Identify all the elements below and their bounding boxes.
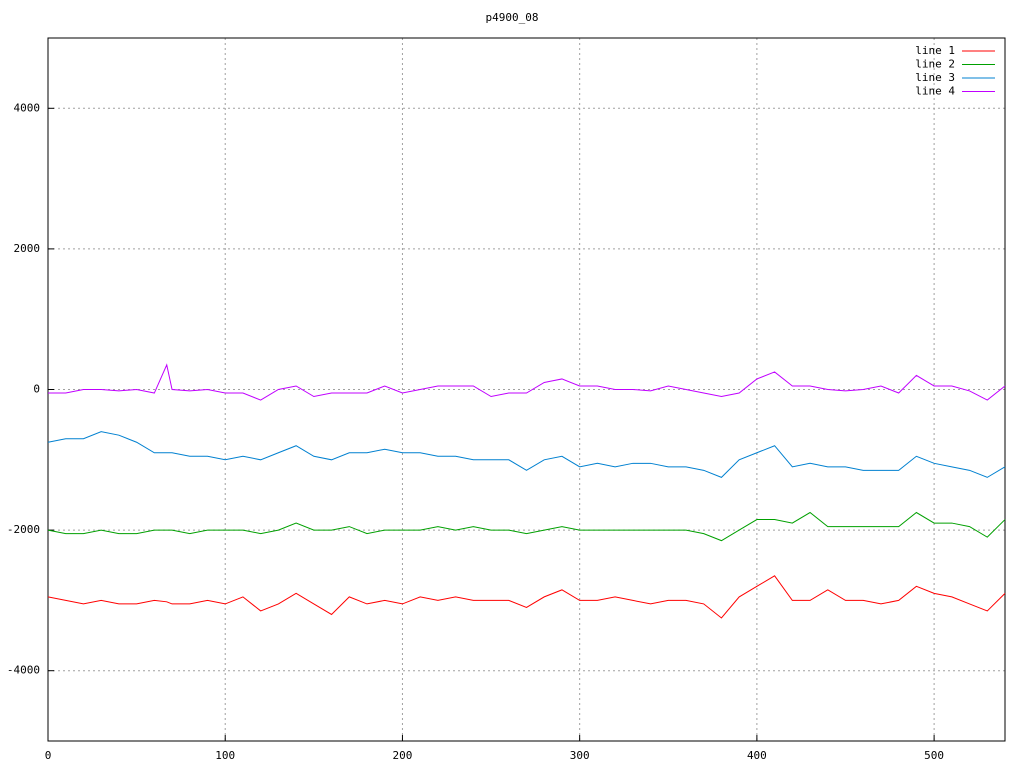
legend-label: line 2	[915, 58, 955, 71]
y-tick-label: 0	[33, 383, 40, 396]
legend-label: line 3	[915, 71, 955, 84]
y-tick-label: -2000	[7, 523, 40, 536]
y-tick-label: 4000	[14, 101, 41, 114]
x-tick-label: 100	[215, 749, 235, 762]
x-tick-label: 0	[45, 749, 52, 762]
y-tick-label: -4000	[7, 664, 40, 677]
x-tick-label: 400	[747, 749, 767, 762]
series-line	[47, 575, 1006, 619]
x-tick-label: 200	[393, 749, 413, 762]
y-tick-label: 2000	[14, 242, 41, 255]
legend-label: line 1	[915, 44, 955, 57]
x-tick-label: 300	[570, 749, 590, 762]
series-line	[48, 363, 1006, 401]
x-tick-label: 500	[924, 749, 944, 762]
series-line	[47, 511, 1006, 542]
chart-title: p4900_08	[486, 11, 539, 24]
plot-border	[47, 37, 1006, 742]
series-line	[47, 431, 1006, 478]
legend-label: line 4	[915, 85, 955, 98]
